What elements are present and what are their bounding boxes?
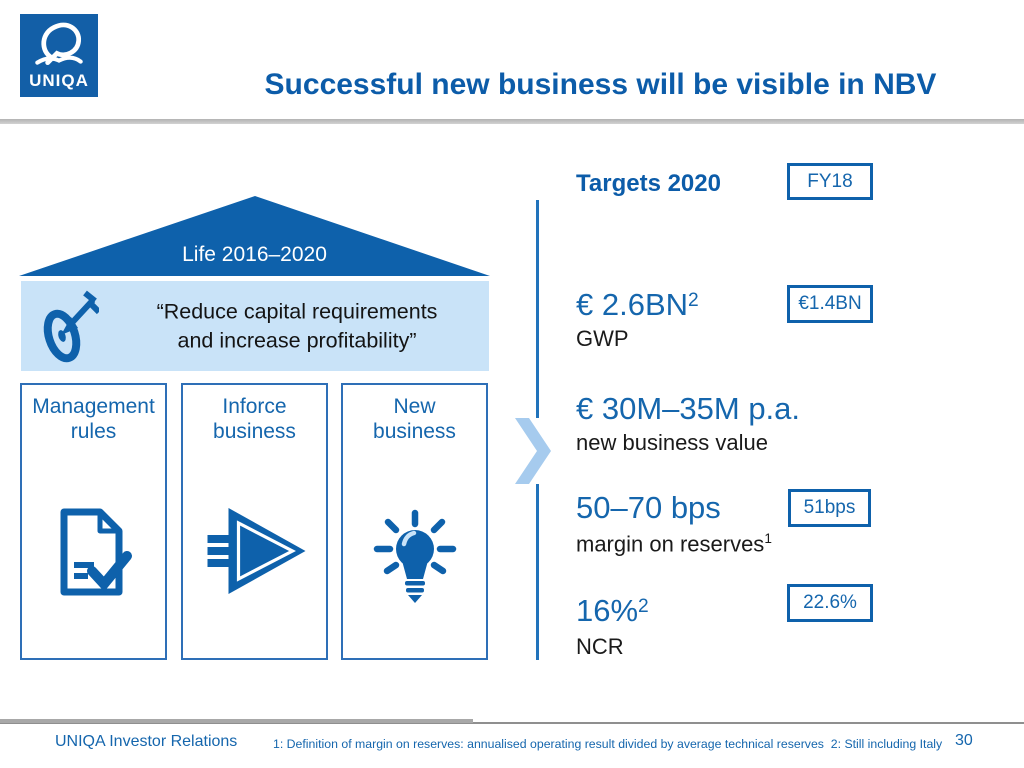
pillar-label-line2: rules	[70, 419, 117, 443]
roof-shape: Life 2016–2020	[19, 194, 490, 278]
footer-footnote: 1: Definition of margin on reserves: ann…	[273, 737, 943, 751]
targets-heading: Targets 2020	[576, 170, 721, 197]
ncr-actual-badge: 22.6%	[787, 584, 873, 622]
label-text: GWP	[576, 326, 629, 351]
target-label-margin: margin on reserves1	[576, 531, 772, 557]
target-value-nbv: € 30M–35M p.a.	[576, 391, 800, 427]
page-number: 30	[955, 732, 973, 749]
pillar-management-rules: Management rules	[20, 383, 167, 660]
header-divider	[0, 119, 1024, 124]
value-text: € 2.6BN	[576, 287, 689, 322]
divider-line-top	[536, 200, 539, 418]
pillar-inforce-business: Inforce business	[181, 383, 328, 660]
label-text: new business value	[576, 430, 769, 455]
logo-text: UNIQA	[29, 71, 89, 90]
quote-line-2: and increase profitability”	[177, 328, 417, 352]
label-superscript: 1	[764, 531, 772, 546]
forward-arrows-icon	[204, 507, 305, 601]
gwp-actual-badge: €1.4BN	[787, 285, 873, 323]
target-label-ncr: NCR	[576, 634, 624, 660]
value-text: 50–70 bps	[576, 490, 721, 525]
pillar-label-line2: business	[213, 419, 296, 443]
footer-divider-thick	[0, 719, 473, 723]
dart-target-icon	[35, 290, 102, 371]
label-text: margin on reserves	[576, 531, 765, 557]
value-superscript: 2	[638, 595, 649, 617]
value-text: € 30M–35M p.a.	[576, 391, 801, 426]
label-text: NCR	[576, 634, 624, 659]
pillar-label-line1: New	[393, 395, 436, 418]
fy18-badge: FY18	[787, 163, 873, 200]
quote-text: “Reduce capital requirements and increas…	[113, 297, 481, 354]
value-superscript: 2	[688, 289, 699, 311]
target-value-ncr: 16%2	[576, 593, 649, 629]
footer-source: UNIQA Investor Relations	[55, 733, 238, 750]
lightbulb-icon	[371, 507, 459, 610]
divider-line-bottom	[536, 484, 539, 660]
document-check-icon	[53, 507, 135, 602]
chevron-right-icon	[515, 418, 551, 489]
target-label-nbv: new business value	[576, 430, 768, 456]
pillar-label-line1: Inforce	[222, 395, 287, 418]
pillar-label: Inforce business	[183, 395, 326, 445]
target-label-gwp: GWP	[576, 326, 629, 352]
quote-box: “Reduce capital requirements and increas…	[21, 281, 489, 371]
margin-actual-badge: 51bps	[788, 489, 871, 527]
uniqa-logo: UNIQA	[20, 14, 98, 97]
quote-line-1: “Reduce capital requirements	[156, 299, 438, 324]
target-value-margin: 50–70 bps	[576, 490, 721, 526]
roof-label: Life 2016–2020	[182, 243, 327, 266]
pillar-label-line2: business	[373, 419, 456, 443]
pillar-new-business: New business	[341, 383, 488, 660]
footer-divider-thin	[0, 722, 1024, 724]
pillar-label: Management rules	[22, 395, 165, 445]
target-value-gwp: € 2.6BN2	[576, 287, 699, 323]
page-title: Successful new business will be visible …	[264, 68, 937, 101]
value-text: 16%	[576, 593, 639, 628]
pillar-label: New business	[343, 395, 486, 445]
pillar-label-line1: Management	[32, 395, 155, 418]
